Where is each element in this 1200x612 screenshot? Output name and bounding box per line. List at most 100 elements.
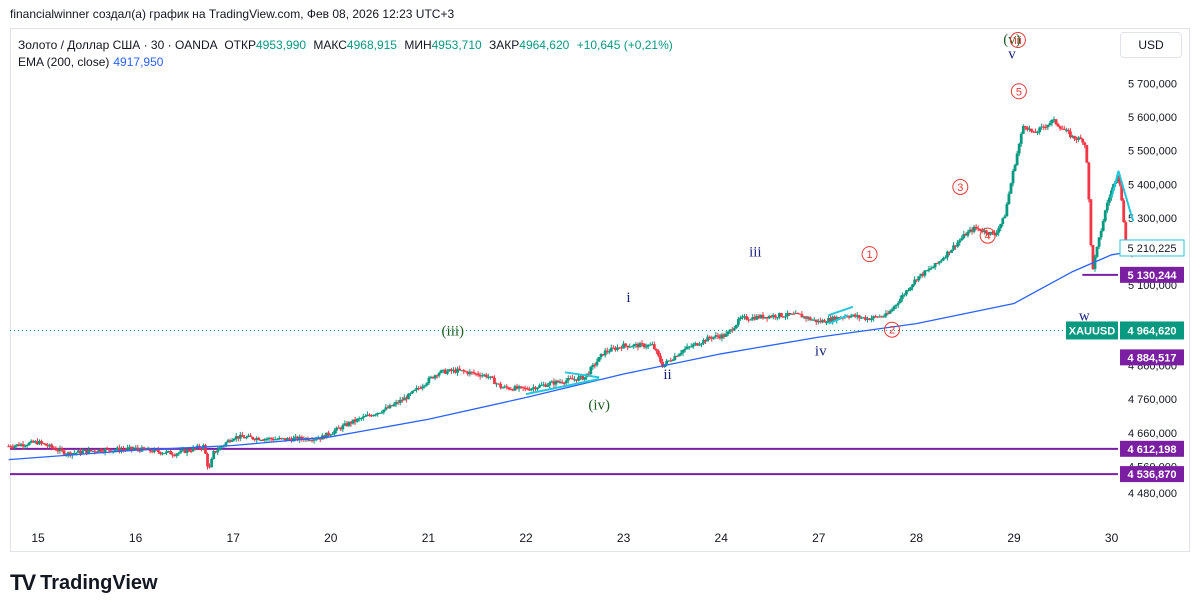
candle-body[interactable] — [517, 386, 521, 389]
candle-body[interactable] — [591, 364, 595, 368]
candle-body[interactable] — [892, 306, 896, 310]
candle-body[interactable] — [597, 357, 601, 362]
candle-body[interactable] — [443, 369, 447, 374]
candle-body[interactable] — [97, 449, 101, 452]
candle-body[interactable] — [93, 450, 97, 452]
candle-body[interactable] — [599, 354, 603, 358]
candle-body[interactable] — [458, 368, 462, 371]
candle-body[interactable] — [27, 442, 31, 446]
candle-body[interactable] — [714, 335, 718, 337]
candle-body[interactable] — [939, 260, 943, 262]
candle-body[interactable] — [279, 438, 283, 440]
candle-body[interactable] — [117, 447, 121, 452]
candle-body[interactable] — [122, 449, 125, 451]
candle-body[interactable] — [550, 381, 554, 383]
candle-body[interactable] — [66, 452, 70, 455]
candle-body[interactable] — [25, 445, 29, 447]
candle-body[interactable] — [855, 315, 859, 317]
candle-body[interactable] — [1048, 123, 1052, 125]
trend-line-drawing[interactable] — [1117, 170, 1135, 222]
candle-body[interactable] — [702, 339, 705, 344]
candle-body[interactable] — [1023, 126, 1027, 128]
candle-body[interactable] — [577, 377, 580, 381]
candle-body[interactable] — [542, 384, 546, 386]
candle-body[interactable] — [964, 233, 968, 236]
candle-body[interactable] — [984, 230, 988, 234]
candle-body[interactable] — [72, 452, 76, 454]
candle-body[interactable] — [833, 316, 837, 321]
trend-line-drawing[interactable] — [525, 378, 600, 396]
candle-body[interactable] — [630, 346, 634, 348]
candle-body[interactable] — [927, 268, 931, 271]
candle-body[interactable] — [1034, 131, 1037, 133]
candle-body[interactable] — [468, 371, 472, 375]
candle-body[interactable] — [259, 439, 263, 441]
candle-body[interactable] — [616, 347, 619, 350]
candle-body[interactable] — [199, 448, 203, 450]
candle-body[interactable] — [919, 273, 923, 277]
candle-body[interactable] — [163, 453, 166, 455]
candle-body[interactable] — [728, 329, 732, 332]
candle-body[interactable] — [404, 397, 408, 400]
candle-body[interactable] — [1058, 126, 1062, 129]
candle-body[interactable] — [642, 343, 646, 348]
candle-body[interactable] — [1085, 145, 1089, 163]
candle-body[interactable] — [515, 386, 519, 389]
candle-body[interactable] — [974, 226, 978, 229]
candle-body[interactable] — [788, 312, 792, 315]
candle-body[interactable] — [816, 320, 820, 323]
candle-body[interactable] — [15, 444, 19, 446]
candle-body[interactable] — [1019, 133, 1023, 144]
candle-body[interactable] — [267, 437, 271, 439]
candle-body[interactable] — [991, 231, 994, 233]
candle-body[interactable] — [618, 347, 621, 349]
candle-body[interactable] — [462, 370, 466, 372]
candle-body[interactable] — [829, 318, 833, 322]
candle-body[interactable] — [718, 336, 722, 339]
candle-body[interactable] — [421, 386, 425, 389]
candle-body[interactable] — [165, 451, 168, 454]
candle-body[interactable] — [962, 233, 966, 239]
candle-body[interactable] — [415, 388, 418, 390]
candle-body[interactable] — [343, 423, 347, 426]
candle-body[interactable] — [44, 443, 48, 446]
candle-body[interactable] — [486, 376, 490, 378]
candle-body[interactable] — [987, 233, 990, 235]
candle-body[interactable] — [732, 328, 736, 331]
trend-line-drawing[interactable] — [564, 371, 600, 379]
candle-body[interactable] — [296, 436, 300, 441]
candle-body[interactable] — [236, 436, 240, 439]
candle-body[interactable] — [325, 432, 328, 439]
candle-body[interactable] — [470, 371, 474, 373]
candle-body[interactable] — [628, 346, 632, 348]
candle-body[interactable] — [925, 270, 929, 272]
candle-body[interactable] — [857, 315, 861, 318]
candle-body[interactable] — [177, 452, 181, 454]
candle-body[interactable] — [318, 438, 322, 440]
candle-body[interactable] — [886, 313, 890, 315]
candle-body[interactable] — [540, 384, 544, 386]
candle-body[interactable] — [706, 336, 710, 342]
candle-body[interactable] — [570, 378, 574, 380]
candle-body[interactable] — [1075, 138, 1078, 140]
candle-body[interactable] — [657, 350, 660, 356]
candle-body[interactable] — [478, 375, 482, 377]
candle-body[interactable] — [595, 361, 599, 366]
candle-body[interactable] — [183, 449, 187, 453]
candle-body[interactable] — [937, 261, 941, 264]
candle-body[interactable] — [818, 320, 822, 323]
candle-body[interactable] — [411, 390, 414, 394]
candle-body[interactable] — [1099, 230, 1103, 238]
candle-body[interactable] — [349, 421, 353, 424]
candle-body[interactable] — [206, 453, 209, 467]
candle-body[interactable] — [767, 316, 771, 319]
candle-body[interactable] — [13, 445, 17, 448]
candle-body[interactable] — [943, 257, 947, 259]
candle-body[interactable] — [837, 317, 841, 319]
candle-body[interactable] — [493, 377, 496, 384]
candle-body[interactable] — [394, 402, 398, 405]
candle-body[interactable] — [536, 387, 539, 390]
candle-body[interactable] — [265, 438, 269, 440]
candle-body[interactable] — [255, 437, 259, 441]
candle-body[interactable] — [509, 389, 513, 391]
